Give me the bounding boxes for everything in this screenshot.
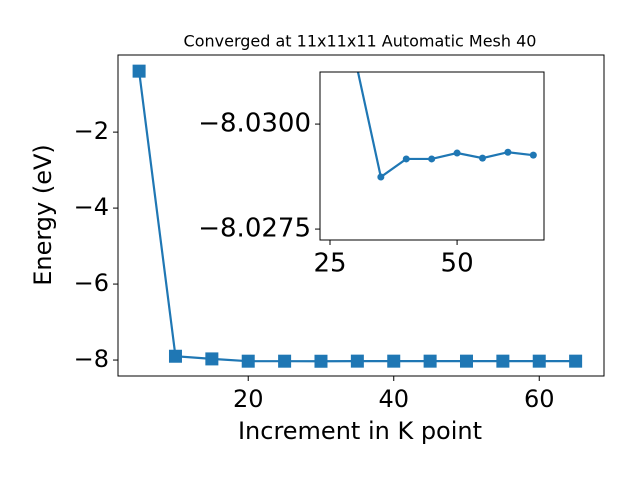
chart-title: Converged at 11x11x11 Automatic Mesh 40 [184, 32, 537, 51]
axes-frame [319, 71, 545, 241]
data-point [529, 151, 537, 159]
data-line [356, 72, 534, 179]
data-point [350, 354, 364, 368]
y-axis-label: Energy (eV) [29, 144, 57, 286]
data-point [241, 354, 255, 368]
plot-clip [132, 64, 583, 368]
y-tick-label: −6 [74, 269, 109, 297]
data-point [377, 173, 385, 181]
y-tick-label: −4 [74, 193, 109, 221]
data-point [423, 354, 437, 368]
x-tick-label: 20 [233, 385, 264, 413]
data-point [278, 354, 292, 368]
x-tick-label: 50 [441, 249, 474, 279]
data-point [478, 154, 486, 162]
data-point [459, 354, 473, 368]
y-tick-label: −8.0275 [198, 214, 311, 244]
y-tick-label: −2 [74, 117, 109, 145]
y-tick-label: −8 [74, 345, 109, 373]
data-point [496, 354, 510, 368]
plot-clip [356, 72, 537, 181]
data-point [402, 155, 410, 163]
data-point [168, 349, 182, 363]
axes-frame [117, 54, 605, 377]
data-point [314, 354, 328, 368]
data-point [453, 149, 461, 157]
data-point [205, 352, 219, 366]
data-point [504, 148, 512, 156]
data-point [569, 354, 583, 368]
x-tick-label: 25 [313, 249, 346, 279]
data-point [387, 354, 401, 368]
x-axis-label: Increment in K point [238, 417, 482, 445]
y-tick-label: −8.0300 [198, 109, 311, 139]
x-tick-label: 40 [378, 385, 409, 413]
data-point [532, 354, 546, 368]
data-point [132, 64, 146, 78]
x-tick-label: 60 [524, 385, 555, 413]
data-point [428, 155, 436, 163]
